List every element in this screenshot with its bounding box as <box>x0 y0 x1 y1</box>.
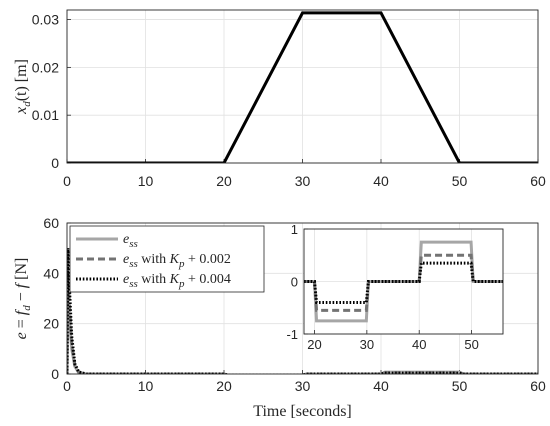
chart-1-y-tick-label: 0.02 <box>32 59 59 75</box>
chart-2-x-tick-label: 50 <box>452 378 468 394</box>
legend-label-1-part: e <box>123 232 129 247</box>
chart-2-x-axis-label: Time [seconds] <box>253 403 352 420</box>
chart-2-x-tick-label: 0 <box>63 378 71 394</box>
chart-1-x-tick-label: 50 <box>452 173 468 189</box>
chart-2-x-tick-label: 30 <box>295 378 311 394</box>
inset-x-tick-label: 20 <box>307 337 321 352</box>
chart-2-y-tick-label: 0 <box>51 366 59 382</box>
inset-y-tick-label: 1 <box>291 222 298 237</box>
legend-label-2: ess with Kp + 0.002 <box>123 252 231 270</box>
chart-2-y-tick-label: 60 <box>43 215 59 231</box>
legend-label-3: ess with Kp + 0.004 <box>123 272 231 290</box>
legend-label-2-part: + 0.002 <box>185 252 231 267</box>
inset-axes-frame <box>303 228 504 335</box>
legend-label-2-part: e <box>123 252 129 267</box>
chart-2-inset: 20 30 40 50 -1 0 1 <box>286 222 504 352</box>
chart-1-x-tick-label: 60 <box>530 173 546 189</box>
inset-series-3-line <box>304 261 503 304</box>
chart-2-y-axis-label-part: d <box>21 305 33 311</box>
legend-label-3-part: with <box>138 272 170 287</box>
legend-label-1: ess <box>123 232 138 250</box>
chart-2-y-axis-label-part: f <box>13 308 30 315</box>
chart-1-y-axis-label: xd(t) [m] <box>13 59 33 115</box>
inset-x-tick-label: 30 <box>360 337 374 352</box>
chart-1-y-axis-label-part: (t) [m] <box>13 59 30 101</box>
chart-1: 0 10 20 30 40 50 60 0 0.01 0.02 0.03 xd(t) [m] <box>13 9 546 189</box>
chart-2-x-tick-label: 20 <box>216 378 232 394</box>
chart-2-x-tick-label: 10 <box>138 378 154 394</box>
chart-1-x-tick-label: 40 <box>373 173 389 189</box>
legend-label-3-part: K <box>169 272 180 287</box>
chart-2-y-axis-label-part: f <box>13 281 30 288</box>
legend-label-2-part: K <box>169 252 180 267</box>
inset-y-tick-label: -1 <box>286 327 298 342</box>
chart-2-y-tick-label: 20 <box>43 316 59 332</box>
chart-2-y-axis-label-part: [N] <box>13 258 30 284</box>
chart-2-y-axis-label-part: − <box>13 288 30 305</box>
legend-label-3-part: p <box>178 278 185 290</box>
chart-1-y-axis-label-part: x <box>13 107 30 115</box>
chart-2-x-tick-label: 60 <box>530 378 546 394</box>
legend-label-3-part: ss <box>129 278 138 290</box>
inset-y-tick-label: 0 <box>291 275 298 290</box>
chart-2-y-tick-label: 40 <box>43 265 59 281</box>
chart-2-y-axis-label-part: = <box>13 315 30 332</box>
chart-2-series-2-line <box>67 273 538 374</box>
chart-1-series-1-line <box>67 11 538 163</box>
chart-2-x-tick-label: 40 <box>373 378 389 394</box>
legend-label-3-part: + 0.004 <box>185 272 231 287</box>
chart-1-y-tick-label: 0.03 <box>32 12 59 28</box>
chart-1-y-axis-label-part: d <box>21 101 33 107</box>
chart-2-y-axis-label-part: e <box>13 332 30 339</box>
legend-label-2-part: p <box>178 258 185 270</box>
chart-1-x-tick-label: 0 <box>63 173 71 189</box>
legend-label-2-part: with <box>138 252 170 267</box>
legend-label-2-part: ss <box>129 258 138 270</box>
legend-label-1-part: ss <box>129 238 138 250</box>
inset-x-tick-label: 50 <box>464 337 478 352</box>
chart-2-y-axis-label: e = fd − f [N] <box>13 258 33 340</box>
inset-x-tick-label: 40 <box>412 337 426 352</box>
chart-2-axes-frame <box>66 222 539 375</box>
chart-1-x-tick-label: 20 <box>216 173 232 189</box>
chart-1-x-tick-label: 10 <box>138 173 154 189</box>
legend-label-3-part: e <box>123 272 129 287</box>
chart-1-axes-frame <box>66 9 539 164</box>
chart-1-y-tick-label: 0.01 <box>32 107 59 123</box>
chart-1-x-tick-label: 30 <box>295 173 311 189</box>
chart-1-y-tick-label: 0 <box>51 155 59 171</box>
